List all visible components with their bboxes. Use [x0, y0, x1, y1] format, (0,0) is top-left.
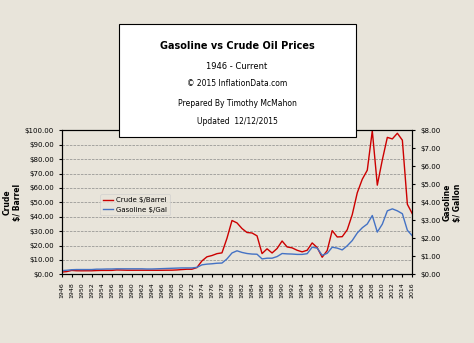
- FancyBboxPatch shape: [118, 24, 356, 137]
- Crude $/Barrel: [159, 268, 164, 272]
- Text: Gasoline vs Crude Oil Prices: Gasoline vs Crude Oil Prices: [160, 41, 314, 51]
- Crude $/Barrel: [410, 212, 415, 216]
- Text: 1946 - Current: 1946 - Current: [206, 62, 268, 71]
- Gasoline $/Gal: [159, 267, 164, 271]
- Gasoline $/Gal: [324, 251, 330, 256]
- Line: Crude $/Barrel: Crude $/Barrel: [62, 131, 412, 272]
- Gasoline $/Gal: [269, 256, 275, 260]
- Gasoline $/Gal: [410, 234, 415, 238]
- Y-axis label: Crude
$/ Barrel: Crude $/ Barrel: [2, 184, 22, 221]
- Text: Prepared By Timothy McMahon: Prepared By Timothy McMahon: [178, 99, 296, 108]
- Crude $/Barrel: [369, 129, 375, 133]
- Gasoline $/Gal: [59, 269, 64, 273]
- Crude $/Barrel: [324, 248, 330, 252]
- Y-axis label: Gasoline
$/ Gallon: Gasoline $/ Gallon: [443, 183, 463, 222]
- Crude $/Barrel: [229, 218, 235, 223]
- Gasoline $/Gal: [69, 268, 74, 272]
- Text: Updated  12/12/2015: Updated 12/12/2015: [197, 117, 277, 126]
- Gasoline $/Gal: [229, 251, 235, 255]
- Text: © 2015 InflationData.com: © 2015 InflationData.com: [187, 79, 287, 88]
- Line: Gasoline $/Gal: Gasoline $/Gal: [62, 209, 412, 271]
- Crude $/Barrel: [269, 251, 275, 255]
- Crude $/Barrel: [394, 131, 400, 135]
- Legend: Crude $/Barrel, Gasoline $/Gal: Crude $/Barrel, Gasoline $/Gal: [100, 194, 170, 215]
- Crude $/Barrel: [69, 268, 74, 272]
- Gasoline $/Gal: [394, 209, 400, 213]
- Crude $/Barrel: [59, 270, 64, 274]
- Gasoline $/Gal: [390, 207, 395, 211]
